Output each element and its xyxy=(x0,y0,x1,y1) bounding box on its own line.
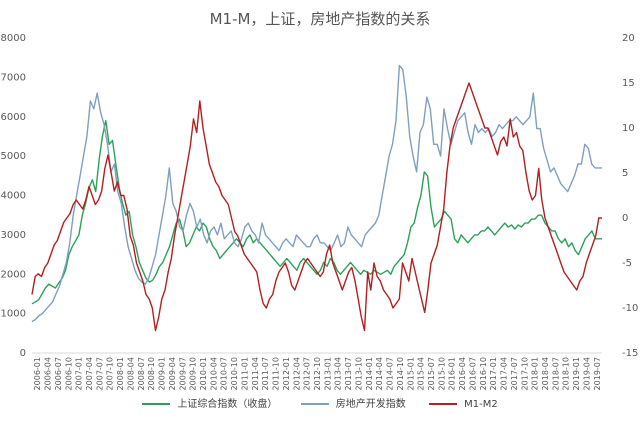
legend-item-m1m2: M1-M2 xyxy=(428,399,498,410)
y-right-tick-label: 5 xyxy=(622,168,628,179)
x-tick-label: 2019-01 xyxy=(572,357,581,390)
legend-label-m1m2: M1-M2 xyxy=(464,399,498,410)
x-tick-label: 2017-07 xyxy=(510,357,519,390)
x-tick-label: 2012-01 xyxy=(282,357,291,390)
y-right-tick-label: -15 xyxy=(622,348,638,359)
x-tick-label: 2010-10 xyxy=(230,357,239,390)
x-tick-label: 2011-10 xyxy=(272,357,281,390)
x-tick-label: 2013-01 xyxy=(323,357,332,390)
x-tick-label: 2006-04 xyxy=(44,357,53,390)
x-tick-label: 2007-07 xyxy=(95,357,104,390)
legend-item-realestate: 房地产开发指数 xyxy=(300,395,406,410)
x-tick-label: 2006-01 xyxy=(33,357,42,390)
x-tick-label: 2007-10 xyxy=(106,357,115,390)
y-right-tick-label: 10 xyxy=(622,123,635,134)
x-tick-label: 2011-07 xyxy=(261,357,270,390)
y-left-tick-label: 7000 xyxy=(1,72,26,83)
y-left-tick-label: 3000 xyxy=(1,230,26,241)
y-right-tick-label: 20 xyxy=(622,33,635,44)
x-tick-label: 2015-10 xyxy=(437,357,446,390)
y-left-tick-label: 4000 xyxy=(1,191,26,202)
y-right-tick-label: -10 xyxy=(622,303,638,314)
x-tick-label: 2013-04 xyxy=(334,357,343,390)
x-tick-label: 2012-07 xyxy=(303,357,312,390)
legend-item-shanghai: 上证综合指数（收盘） xyxy=(142,395,277,410)
x-tick-label: 2015-04 xyxy=(417,357,426,390)
x-tick-label: 2008-04 xyxy=(126,357,135,390)
x-tick-label: 2013-07 xyxy=(344,357,353,390)
x-tick-label: 2008-10 xyxy=(147,357,156,390)
x-tick-label: 2018-01 xyxy=(531,357,540,390)
x-tick-label: 2011-01 xyxy=(240,357,249,390)
x-tick-label: 2008-01 xyxy=(116,357,125,390)
x-tick-label: 2007-04 xyxy=(85,357,94,390)
x-tick-label: 2019-04 xyxy=(582,357,591,390)
x-tick-label: 2009-07 xyxy=(178,357,187,390)
legend-label-shanghai: 上证综合指数（收盘） xyxy=(177,399,278,410)
legend-label-realestate: 房地产开发指数 xyxy=(335,399,406,410)
x-tick-label: 2015-07 xyxy=(427,357,436,390)
x-tick-label: 2010-04 xyxy=(209,357,218,390)
x-tick-label: 2016-10 xyxy=(479,357,488,390)
x-tick-label: 2006-07 xyxy=(54,357,63,390)
x-tick-label: 2015-01 xyxy=(406,357,415,390)
x-tick-label: 2013-10 xyxy=(354,357,363,390)
x-tick-label: 2014-10 xyxy=(396,357,405,390)
y-left-tick-label: 5000 xyxy=(1,151,26,162)
x-tick-label: 2016-01 xyxy=(448,357,457,390)
x-tick-label: 2018-07 xyxy=(551,357,560,390)
legend-swatch-realestate xyxy=(300,403,329,405)
x-tick-label: 2010-07 xyxy=(220,357,229,390)
legend-swatch-shanghai xyxy=(142,403,171,405)
x-tick-label: 2016-04 xyxy=(458,357,467,390)
x-tick-label: 2010-01 xyxy=(199,357,208,390)
x-tick-label: 2008-07 xyxy=(137,357,146,390)
x-tick-label: 2009-01 xyxy=(158,357,167,390)
legend-swatch-m1m2 xyxy=(428,403,457,405)
y-right-tick-label: 0 xyxy=(622,213,628,224)
x-tick-label: 2006-10 xyxy=(64,357,73,390)
x-tick-label: 2018-10 xyxy=(562,357,571,390)
x-tick-label: 2017-01 xyxy=(489,357,498,390)
x-tick-label: 2009-04 xyxy=(168,357,177,390)
series-line-m1m2 xyxy=(31,82,602,332)
y-left-tick-label: 6000 xyxy=(1,112,26,123)
x-tick-label: 2014-01 xyxy=(365,357,374,390)
x-tick-label: 2019-07 xyxy=(593,357,602,390)
x-tick-label: 2018-04 xyxy=(541,357,550,390)
x-tick-label: 2014-04 xyxy=(375,357,384,390)
x-tick-label: 2009-10 xyxy=(189,357,198,390)
y-left-tick-label: 8000 xyxy=(1,33,26,44)
x-tick-label: 2016-07 xyxy=(468,357,477,390)
y-right-tick-label: -5 xyxy=(622,258,632,269)
x-tick-label: 2012-10 xyxy=(313,357,322,390)
y-right-tick-label: 15 xyxy=(622,78,635,89)
series-line-realestate xyxy=(31,64,602,323)
x-tick-label: 2014-07 xyxy=(386,357,395,390)
x-tick-label: 2007-01 xyxy=(75,357,84,390)
x-tick-label: 2017-10 xyxy=(520,357,529,390)
chart-title: M1-M，上证，房地产指数的关系 xyxy=(209,10,431,28)
legend: 上证综合指数（收盘） 房地产开发指数 M1-M2 xyxy=(0,395,640,410)
x-tick-label: 2017-04 xyxy=(500,357,509,390)
y-left-tick-label: 1000 xyxy=(1,309,26,320)
y-left-tick-label: 2000 xyxy=(1,269,26,280)
x-tick-label: 2012-04 xyxy=(292,357,301,390)
y-left-tick-label: 0 xyxy=(20,348,26,359)
x-tick-label: 2011-04 xyxy=(251,357,260,390)
series-line-shanghai xyxy=(31,119,602,305)
